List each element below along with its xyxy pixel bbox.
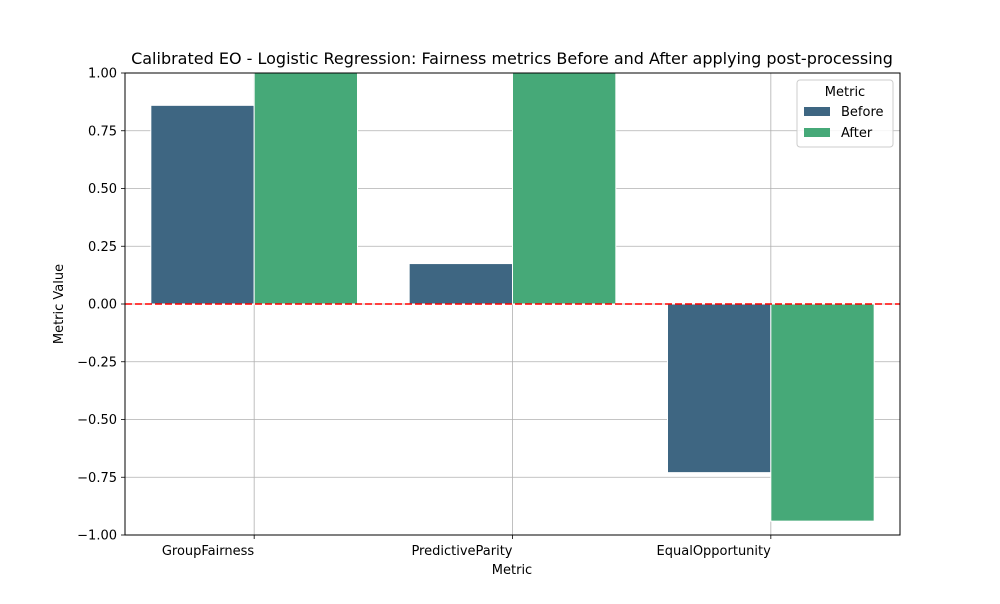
legend-label-before: Before	[841, 105, 884, 120]
legend: Metric Before After	[796, 79, 894, 148]
x-tick-label: PredictiveParity	[411, 544, 512, 559]
bar-after-equalopportunity	[770, 303, 875, 522]
bar-before-predictiveparity	[408, 263, 513, 305]
bar-layer	[150, 72, 875, 522]
legend-label-after: After	[841, 126, 873, 141]
y-tick-label: −1.00	[77, 529, 117, 544]
y-tick-label: −0.75	[77, 471, 117, 486]
tick-layer: −1.00 −0.75 −0.50 −0.25 0.00 0.25 0.50 0.75 1.00…	[77, 67, 772, 559]
y-tick-label: 0.75	[88, 124, 117, 139]
y-tick-label: 0.25	[88, 240, 117, 255]
y-axis-label: Metric Value	[52, 264, 67, 344]
bar-before-equalopportunity	[667, 303, 772, 474]
chart-title: Calibrated EO - Logistic Regression: Fai…	[131, 49, 893, 68]
legend-swatch-after	[804, 128, 830, 137]
y-tick-label: 0.00	[88, 298, 117, 313]
x-axis-label: Metric	[492, 563, 532, 578]
legend-title: Metric	[825, 85, 865, 100]
legend-swatch-before	[804, 107, 830, 116]
y-tick-label: 0.50	[88, 182, 117, 197]
y-tick-label: −0.50	[77, 413, 117, 428]
x-tick-label: GroupFairness	[162, 544, 255, 559]
bar-before-groupfairness	[150, 104, 255, 305]
x-tick-label: EqualOpportunity	[657, 544, 772, 559]
y-tick-label: −0.25	[77, 355, 117, 370]
bar-after-predictiveparity	[512, 72, 617, 305]
bar-after-groupfairness	[253, 72, 359, 305]
y-tick-label: 1.00	[88, 67, 117, 82]
